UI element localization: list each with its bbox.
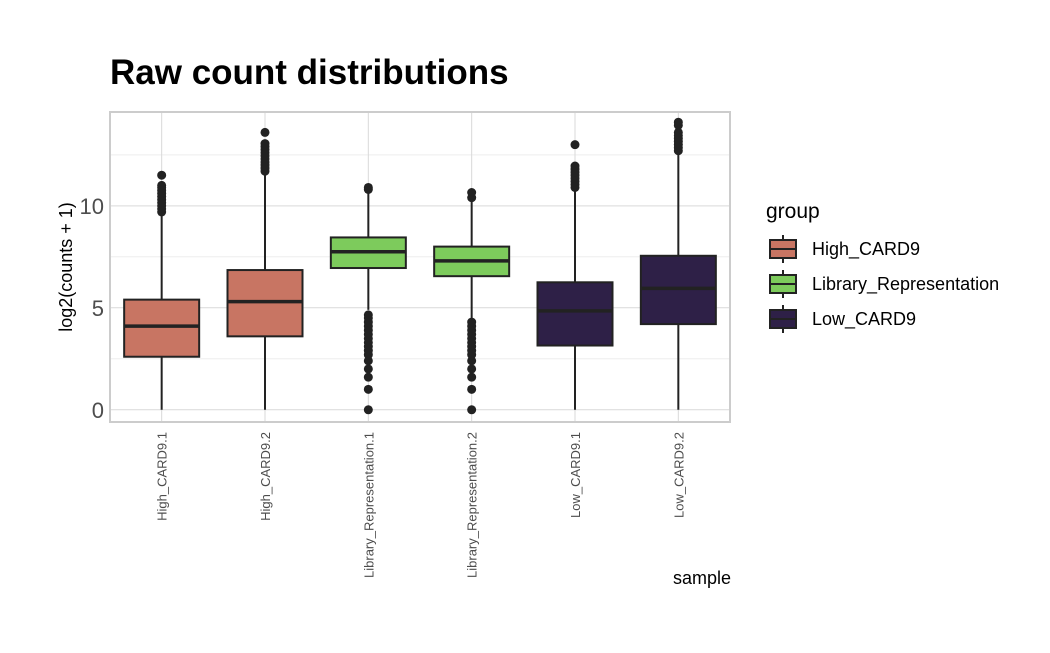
box-Low_CARD9.2 (639, 117, 717, 410)
chart-title: Raw count distributions (110, 53, 509, 92)
outlier-point (157, 180, 167, 190)
outlier-point (467, 372, 477, 382)
y-tick-label: 5 (92, 296, 104, 321)
box-High_CARD9.1 (123, 170, 201, 410)
outlier-point (363, 372, 373, 382)
x-tick-label: Low_CARD9.1 (568, 432, 583, 518)
x-tick-label: Low_CARD9.2 (671, 432, 686, 518)
legend-item: High_CARD9 (769, 235, 920, 263)
outlier-point (467, 384, 477, 394)
y-tick-label: 10 (80, 194, 104, 219)
outlier-point (363, 405, 373, 415)
outlier-point (363, 364, 373, 374)
legend-label: Library_Representation (812, 274, 999, 295)
legend-item: Library_Representation (769, 270, 999, 298)
outlier-point (467, 405, 477, 415)
outlier-point (157, 170, 167, 180)
legend-item: Low_CARD9 (769, 305, 916, 333)
outlier-point (570, 161, 580, 171)
outlier-point (467, 317, 477, 327)
legend: High_CARD9 Library_Representation Low_CARD… (769, 235, 999, 333)
outlier-point (673, 127, 683, 137)
outlier-point (363, 384, 373, 394)
boxes (123, 117, 717, 415)
grid-lines (110, 112, 730, 422)
legend-label: High_CARD9 (812, 239, 920, 260)
x-axis-label: sample (673, 568, 731, 588)
box-Low_CARD9.1 (536, 140, 614, 410)
outlier-point (570, 140, 580, 150)
outlier-point (260, 139, 270, 149)
box-iqr (536, 281, 614, 347)
outlier-point (363, 310, 373, 320)
box-Library_Representation.2 (433, 188, 511, 415)
box-Library_Representation.1 (329, 182, 407, 415)
x-tick-label: Library_Representation.1 (361, 432, 376, 578)
outlier-point (260, 127, 270, 137)
legend-label: Low_CARD9 (812, 309, 916, 330)
outlier-point (467, 188, 477, 198)
y-tick-label: 0 (92, 398, 104, 423)
x-axis: High_CARD9.1 High_CARD9.2 Library_Represen… (155, 432, 687, 578)
legend-title: group (766, 200, 820, 223)
x-tick-label: High_CARD9.1 (155, 432, 170, 521)
outlier-point (467, 364, 477, 374)
panel-border (109, 111, 731, 423)
x-tick-label: High_CARD9.2 (258, 432, 273, 521)
outlier-point (673, 117, 683, 127)
box-iqr (123, 298, 201, 358)
x-tick-label: Library_Representation.2 (465, 432, 480, 578)
y-axis: 0 5 10 (80, 194, 104, 423)
box-High_CARD9.2 (226, 127, 304, 410)
y-axis-label: log2(counts + 1) (56, 202, 76, 332)
outlier-point (363, 182, 373, 192)
